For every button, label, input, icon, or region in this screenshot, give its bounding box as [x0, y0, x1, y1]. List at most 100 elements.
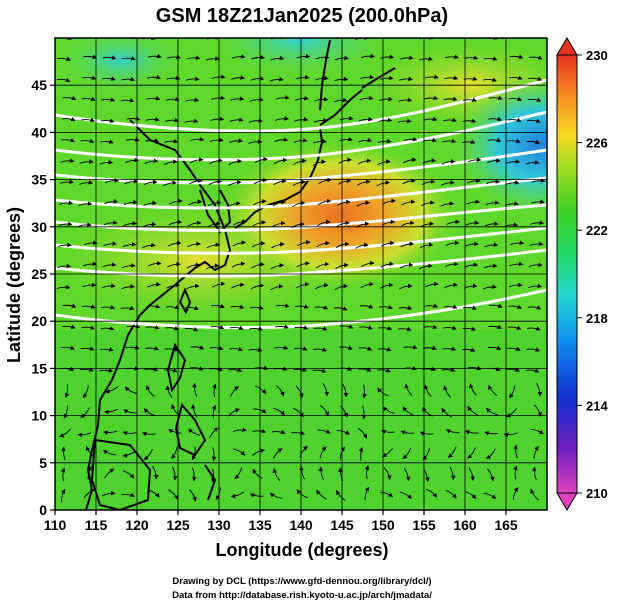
streamline-arrow: [422, 158, 437, 164]
streamline-arrow: [467, 157, 482, 163]
streamline-arrow: [275, 384, 285, 397]
streamline-arrow: [507, 325, 522, 330]
streamline-arrow: [357, 367, 372, 372]
streamline-arrow: [253, 198, 267, 206]
streamline-arrow: [205, 56, 220, 61]
streamline-arrow: [505, 408, 517, 418]
streamline-arrow: [168, 36, 181, 37]
streamline-arrow: [252, 448, 266, 456]
streamline-arrow: [316, 489, 327, 500]
streamline-arrow: [380, 491, 393, 498]
streamline-arrow: [80, 138, 95, 143]
streamline-arrow: [103, 408, 118, 415]
streamline-arrow: [464, 491, 477, 500]
streamline-arrow: [420, 221, 435, 228]
streamline-arrow: [423, 384, 432, 397]
streamline-arrow: [275, 324, 289, 329]
colorbar-tick-label: 226: [586, 136, 608, 151]
streamline-arrow: [486, 407, 499, 416]
streamline-arrow: [251, 262, 265, 269]
streamline-arrow: [483, 263, 498, 269]
streamline-arrow: [299, 446, 308, 458]
streamline-arrow: [57, 263, 72, 269]
streamline-arrow: [443, 385, 452, 398]
streamline-arrow: [402, 406, 414, 416]
streamline-arrow: [291, 430, 305, 435]
streamline-arrow: [364, 465, 369, 480]
streamline-arrow: [210, 116, 225, 121]
colorbar-tick-label: 210: [586, 486, 608, 501]
streamline-arrow: [513, 444, 518, 459]
streamline-arrow: [229, 117, 244, 122]
streamline-arrow: [211, 468, 216, 483]
streamline-arrow: [272, 448, 283, 459]
streamline-arrow: [295, 95, 309, 101]
streamline-arrow: [210, 325, 225, 330]
streamline-arrow: [361, 260, 375, 267]
streamline-arrow: [440, 201, 455, 207]
streamline-arrow: [172, 466, 178, 481]
streamline-arrow: [336, 220, 350, 227]
streamline-arrow: [168, 219, 183, 226]
streamline-arrow: [295, 74, 310, 80]
streamline-arrow: [102, 55, 117, 60]
credit-drawing: Drawing by DCL (https://www.gfd-dennou.o…: [172, 576, 431, 587]
streamline-arrow: [249, 305, 264, 310]
streamline-arrow: [355, 242, 369, 249]
streamline-arrow: [313, 138, 327, 144]
streamline-arrow: [296, 53, 311, 59]
streamline-arrow: [209, 346, 224, 351]
streamline-arrow: [275, 95, 290, 100]
streamline-arrow: [60, 488, 66, 503]
streamline-arrow: [336, 490, 346, 501]
streamline-arrow: [359, 325, 373, 330]
streamline-arrow: [167, 261, 181, 268]
streamline-arrow: [339, 446, 345, 460]
coast-philippines-luzon: [166, 342, 187, 393]
streamline-arrow: [231, 282, 245, 289]
streamline-arrow: [84, 35, 97, 37]
streamline-arrow: [83, 261, 97, 267]
streamline-arrow: [338, 157, 352, 164]
y-tick-label: 5: [39, 455, 47, 471]
streamline-arrow: [79, 159, 94, 164]
streamline-arrow: [292, 179, 307, 186]
streamline-arrow: [83, 54, 97, 59]
streamline-arrow: [488, 324, 502, 329]
streamline-arrow: [485, 448, 496, 459]
streamline-arrow: [335, 55, 349, 61]
streamline-arrow: [291, 200, 306, 208]
streamline-arrow: [444, 282, 459, 289]
streamline-arrow: [61, 117, 76, 122]
streamline-arrow: [271, 220, 286, 228]
streamline-arrow: [123, 220, 137, 227]
streamline-arrow: [105, 386, 118, 394]
streamline-arrow: [400, 241, 415, 248]
streamline-arrow: [62, 303, 77, 308]
streamline-arrow: [528, 283, 543, 288]
streamline-arrow: [503, 432, 518, 438]
streamline-arrow: [165, 385, 173, 399]
streamline-arrow: [508, 75, 523, 80]
streamline-arrow: [423, 116, 438, 122]
streamline-arrow: [398, 97, 413, 102]
colorbar-tick-label: 222: [586, 223, 608, 238]
streamline-arrow: [60, 446, 66, 461]
streamline-arrow: [186, 55, 201, 60]
streamline-arrow: [65, 38, 72, 40]
streamline-arrow: [513, 465, 518, 480]
streamline-arrow: [399, 491, 412, 500]
streamline-arrow: [505, 180, 520, 185]
streamline-arrow: [358, 137, 373, 143]
streamline-arrow: [419, 242, 434, 249]
y-tick-label: 30: [31, 219, 47, 235]
streamline-arrow: [189, 366, 204, 371]
streamline-arrow: [362, 405, 367, 420]
streamline-arrow: [185, 97, 200, 102]
streamline-arrow: [270, 55, 285, 61]
x-tick-label: 130: [207, 517, 231, 533]
streamline-arrow: [141, 242, 156, 249]
streamline-arrow: [403, 136, 418, 142]
streamline-arrow: [211, 281, 226, 288]
streamline-arrow: [444, 261, 459, 268]
